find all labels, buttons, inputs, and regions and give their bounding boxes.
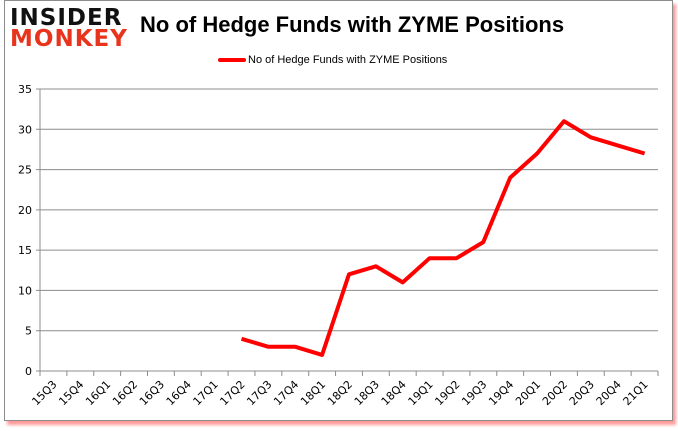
chart-frame: [4, 0, 673, 421]
x-tick-label: 17Q2: [217, 378, 247, 408]
x-tick-label: 20Q1: [513, 378, 543, 408]
insider-monkey-logo: INSIDER MONKEY: [10, 5, 128, 52]
x-tick-label: 18Q4: [379, 378, 409, 408]
chart-title: No of Hedge Funds with ZYME Positions: [140, 12, 565, 37]
chart-legend: No of Hedge Funds with ZYME Positions: [218, 54, 447, 66]
y-tick-label: 35: [18, 83, 32, 96]
x-tick-label: 20Q3: [567, 378, 597, 408]
x-tick-label: 20Q4: [594, 378, 624, 408]
x-tick-label: 18Q3: [352, 378, 382, 408]
x-tick-label: 16Q3: [137, 378, 167, 408]
x-tick-label: 17Q4: [271, 378, 301, 408]
x-tick-label: 17Q1: [191, 378, 221, 408]
x-tick-label: 19Q1: [406, 378, 436, 408]
x-tick-label: 16Q4: [164, 378, 194, 408]
y-tick-label: 0: [25, 365, 32, 378]
y-tick-label: 30: [18, 123, 32, 136]
x-tick-label: 19Q4: [486, 378, 516, 408]
logo-line1: INSIDER: [10, 5, 123, 31]
x-tick-label: 19Q2: [432, 378, 462, 408]
x-tick-label: 20Q2: [540, 378, 570, 408]
y-tick-label: 5: [25, 325, 32, 338]
x-tick-label: 15Q3: [29, 378, 59, 408]
x-tick-label: 19Q3: [459, 378, 489, 408]
series-line: [240, 119, 646, 357]
x-tick-label: 17Q3: [244, 378, 274, 408]
x-tick-label: 16Q2: [110, 378, 140, 408]
x-tick-label: 21Q1: [621, 378, 651, 408]
x-tick-label: 18Q1: [298, 378, 328, 408]
legend-label: No of Hedge Funds with ZYME Positions: [248, 54, 448, 66]
x-tick-label: 16Q1: [83, 378, 113, 408]
logo-line2: MONKEY: [10, 26, 128, 52]
x-tick-label: 18Q2: [325, 378, 355, 408]
legend-swatch: [218, 58, 246, 62]
y-tick-label: 20: [18, 204, 32, 217]
x-tick-label: 15Q4: [56, 378, 86, 408]
y-tick-label: 15: [18, 244, 32, 257]
y-tick-label: 10: [18, 284, 32, 297]
y-tick-label: 25: [18, 164, 32, 177]
